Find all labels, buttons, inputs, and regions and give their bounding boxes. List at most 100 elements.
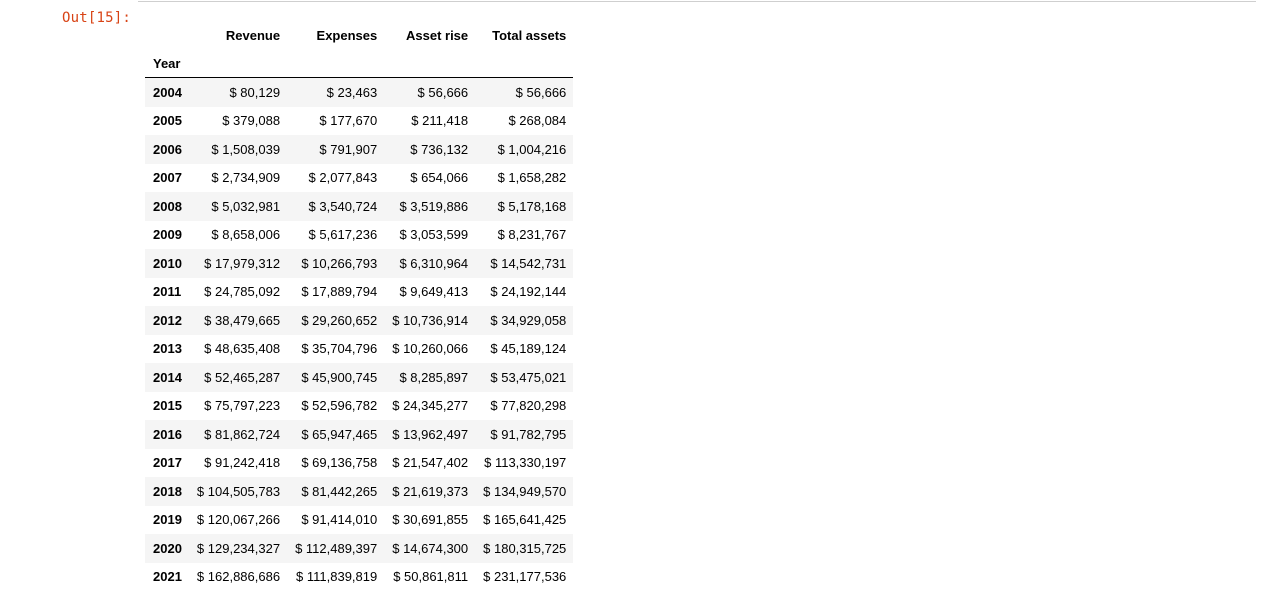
dataframe-table: Revenue Expenses Asset rise Total assets… <box>145 22 574 592</box>
table-cell: $ 45,900,745 <box>301 369 378 385</box>
table-cell: $ 81,862,724 <box>204 426 281 442</box>
table-cell: $ 129,234,327 <box>196 540 281 556</box>
table-cell: $ 112,489,397 <box>295 540 378 556</box>
table-row: 2011 $ 24,785,092 $ 17,889,794 $ 9,649,413 $… <box>145 278 573 307</box>
table-cell: $ 268,084 <box>508 113 567 129</box>
table-row: 2013 $ 48,635,408 $ 35,704,796 $ 10,260,066… <box>145 335 573 364</box>
table-cell: $ 13,962,497 <box>392 426 469 442</box>
table-cell: $ 21,619,373 <box>392 483 469 499</box>
table-cell: $ 77,820,298 <box>490 398 567 414</box>
table-cell: $ 211,418 <box>411 113 469 129</box>
table-cell: $ 9,649,413 <box>399 284 469 300</box>
row-index-year: 2010 <box>153 255 182 271</box>
column-header-row: Revenue Expenses Asset rise Total assets <box>145 22 573 49</box>
table-cell: $ 120,067,266 <box>196 512 281 528</box>
table-cell: $ 231,177,536 <box>483 569 567 585</box>
table-cell: $ 56,666 <box>417 84 469 100</box>
output-prompt: Out[15]: <box>62 10 132 26</box>
table-cell: $ 2,077,843 <box>308 170 378 186</box>
row-index-year: 2005 <box>153 113 182 129</box>
table-row: 2021 $ 162,886,686 $ 111,839,819 $ 50,861,8… <box>145 563 573 592</box>
table-cell: $ 113,330,197 <box>484 455 567 471</box>
table-cell: $ 38,479,665 <box>204 312 281 328</box>
table-cell: $ 17,889,794 <box>301 284 378 300</box>
table-row: 2009 $ 8,658,006 $ 5,617,236 $ 3,053,599 $ 8… <box>145 221 573 250</box>
index-name-spacer <box>189 49 287 78</box>
table-cell: $ 134,949,570 <box>483 483 567 499</box>
dataframe-body: 2004 $ 80,129 $ 23,463 $ 56,666 $ 56,666 2005… <box>145 77 574 592</box>
table-cell: $ 791,907 <box>319 141 378 157</box>
table-cell: $ 91,242,418 <box>204 455 281 471</box>
table-row: 2020 $ 129,234,327 $ 112,489,397 $ 14,674,3… <box>145 534 574 563</box>
table-cell: $ 52,596,782 <box>301 398 378 414</box>
table-cell: $ 24,785,092 <box>204 284 281 300</box>
table-cell: $ 8,285,897 <box>399 369 469 385</box>
previous-cell-border <box>138 0 1256 2</box>
row-index-year: 2013 <box>153 341 182 357</box>
table-cell: $ 10,266,793 <box>301 255 378 271</box>
table-cell: $ 23,463 <box>326 84 378 100</box>
column-header-asset-rise: Asset rise <box>405 28 469 43</box>
row-index-year: 2018 <box>153 483 182 499</box>
table-cell: $ 165,641,425 <box>483 512 567 528</box>
row-index-year: 2004 <box>153 84 182 100</box>
table-cell: $ 104,505,783 <box>196 483 281 499</box>
output-area: Revenue Expenses Asset rise Total assets… <box>145 22 574 592</box>
table-cell: $ 162,886,686 <box>196 569 281 585</box>
table-row: 2007 $ 2,734,909 $ 2,077,843 $ 654,066 $ 1,6… <box>145 164 573 193</box>
table-cell: $ 24,192,144 <box>490 284 567 300</box>
table-cell: $ 1,508,039 <box>211 141 281 157</box>
table-row: 2019 $ 120,067,266 $ 91,414,010 $ 30,691,85… <box>145 506 573 535</box>
table-cell: $ 10,736,914 <box>392 312 469 328</box>
column-header-total-assets: Total assets <box>492 28 567 43</box>
row-index-year: 2014 <box>153 369 182 385</box>
table-cell: $ 80,129 <box>229 84 281 100</box>
table-cell: $ 1,004,216 <box>497 141 567 157</box>
row-index-year: 2007 <box>153 170 182 186</box>
index-name-spacer <box>384 49 475 78</box>
table-cell: $ 111,839,819 <box>296 569 378 585</box>
table-cell: $ 8,658,006 <box>211 227 281 243</box>
table-cell: $ 14,542,731 <box>490 255 567 271</box>
table-row: 2014 $ 52,465,287 $ 45,900,745 $ 8,285,897 $… <box>145 363 574 392</box>
table-cell: $ 91,782,795 <box>490 426 567 442</box>
table-row: 2017 $ 91,242,418 $ 69,136,758 $ 21,547,402… <box>145 449 573 478</box>
index-name-spacer <box>287 49 384 78</box>
table-cell: $ 5,178,168 <box>497 198 567 214</box>
table-cell: $ 6,310,964 <box>399 255 469 271</box>
table-cell: $ 8,231,767 <box>497 227 567 243</box>
index-name-header: Year <box>153 55 181 71</box>
table-cell: $ 65,947,465 <box>301 426 378 442</box>
table-cell: $ 53,475,021 <box>490 369 567 385</box>
row-index-year: 2011 <box>153 284 182 300</box>
table-cell: $ 50,861,811 <box>393 569 469 585</box>
table-cell: $ 17,979,312 <box>204 255 281 271</box>
row-index-year: 2021 <box>153 569 182 585</box>
table-cell: $ 75,797,223 <box>204 398 281 414</box>
table-cell: $ 69,136,758 <box>301 455 378 471</box>
index-corner-header <box>145 22 189 49</box>
table-row: 2016 $ 81,862,724 $ 65,947,465 $ 13,962,497… <box>145 420 574 449</box>
table-cell: $ 52,465,287 <box>204 369 281 385</box>
column-header-revenue: Revenue <box>225 28 281 43</box>
table-cell: $ 3,519,886 <box>399 198 469 214</box>
table-cell: $ 379,088 <box>222 113 281 129</box>
table-cell: $ 5,032,981 <box>211 198 281 214</box>
table-cell: $ 654,066 <box>410 170 469 186</box>
index-name-row: Year <box>145 49 574 78</box>
table-row: 2006 $ 1,508,039 $ 791,907 $ 736,132 $ 1,004… <box>145 135 574 164</box>
table-cell: $ 736,132 <box>410 141 469 157</box>
table-cell: $ 81,442,265 <box>301 483 378 499</box>
table-cell: $ 56,666 <box>515 84 567 100</box>
row-index-year: 2017 <box>153 455 182 471</box>
table-cell: $ 91,414,010 <box>301 512 378 528</box>
table-cell: $ 29,260,652 <box>301 312 378 328</box>
table-row: 2018 $ 104,505,783 $ 81,442,265 $ 21,619,37… <box>145 477 574 506</box>
table-cell: $ 1,658,282 <box>497 170 567 186</box>
index-name-spacer <box>475 49 573 78</box>
table-cell: $ 45,189,124 <box>490 341 567 357</box>
table-cell: $ 5,617,236 <box>308 227 378 243</box>
table-cell: $ 14,674,300 <box>392 540 469 556</box>
table-cell: $ 3,540,724 <box>308 198 378 214</box>
row-index-year: 2016 <box>153 426 182 442</box>
